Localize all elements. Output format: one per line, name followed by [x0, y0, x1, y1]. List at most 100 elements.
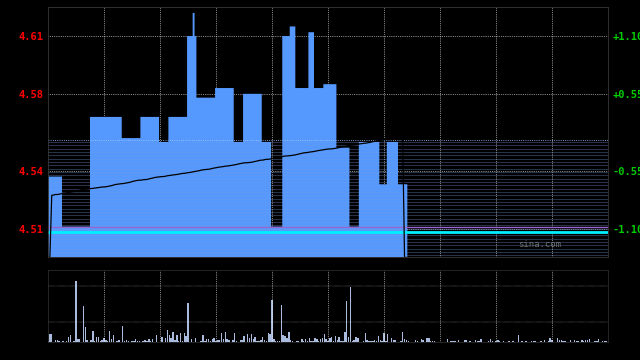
Bar	[266, 341, 267, 342]
Bar	[260, 341, 262, 342]
Bar	[351, 341, 353, 342]
Bar	[105, 340, 107, 342]
Bar	[307, 341, 308, 342]
Bar	[204, 341, 205, 342]
Bar	[47, 341, 49, 342]
Bar	[288, 332, 289, 342]
Bar	[353, 340, 355, 342]
Bar	[166, 330, 168, 342]
Bar	[249, 338, 250, 342]
Bar	[277, 341, 278, 342]
Bar	[227, 339, 228, 342]
Bar	[573, 340, 575, 342]
Bar	[122, 326, 124, 342]
Bar	[139, 341, 140, 342]
Bar	[251, 334, 252, 342]
Bar	[184, 333, 185, 342]
Bar	[337, 340, 338, 342]
Bar	[320, 339, 321, 342]
Bar	[390, 338, 392, 342]
Bar	[150, 341, 152, 342]
Bar	[314, 338, 316, 342]
Bar	[96, 337, 97, 342]
Bar	[124, 341, 125, 342]
Bar	[402, 332, 403, 342]
Bar	[355, 337, 356, 342]
Bar	[292, 341, 293, 342]
Bar	[208, 339, 209, 342]
Bar	[210, 341, 211, 342]
Bar	[180, 333, 181, 342]
Bar	[206, 339, 207, 342]
Bar	[400, 341, 401, 342]
Bar	[512, 341, 513, 342]
Bar	[77, 339, 79, 342]
Bar	[101, 340, 103, 342]
Bar	[279, 341, 280, 342]
Bar	[305, 339, 307, 342]
Bar	[113, 336, 114, 342]
Bar	[301, 339, 303, 342]
Bar	[286, 338, 288, 342]
Bar	[454, 341, 456, 342]
Bar	[269, 334, 271, 342]
Bar	[508, 341, 510, 342]
Bar	[51, 334, 52, 342]
Bar	[275, 341, 276, 342]
Bar	[228, 340, 230, 342]
Bar	[469, 341, 470, 342]
Bar	[268, 333, 269, 342]
Bar	[170, 338, 172, 342]
Bar	[49, 334, 51, 342]
Bar	[417, 341, 419, 342]
Bar	[381, 341, 383, 342]
Bar	[172, 332, 174, 342]
Bar	[331, 337, 333, 342]
Bar	[58, 341, 60, 342]
Bar	[557, 338, 558, 342]
Bar	[534, 341, 536, 342]
Bar	[587, 340, 588, 342]
Bar	[420, 339, 422, 342]
Bar	[348, 337, 349, 342]
Bar	[195, 338, 196, 342]
Bar	[432, 341, 433, 342]
Bar	[66, 341, 67, 342]
Bar	[135, 339, 136, 342]
Bar	[531, 341, 532, 342]
Bar	[215, 341, 217, 342]
Bar	[92, 331, 93, 342]
Bar	[492, 341, 493, 342]
Bar	[146, 341, 148, 342]
Bar	[125, 341, 127, 342]
Bar	[383, 333, 385, 342]
Bar	[559, 340, 560, 342]
Bar	[370, 341, 372, 342]
Bar	[577, 341, 579, 342]
Bar	[349, 287, 351, 342]
Bar	[133, 341, 134, 342]
Bar	[290, 340, 291, 342]
Bar	[339, 337, 340, 342]
Bar	[451, 341, 452, 342]
Bar	[422, 340, 424, 342]
Bar	[392, 340, 394, 342]
Bar	[385, 341, 387, 342]
Bar	[55, 340, 56, 342]
Bar	[363, 341, 364, 342]
Bar	[243, 336, 244, 342]
Bar	[548, 341, 549, 342]
Bar	[387, 334, 388, 342]
Bar	[458, 340, 460, 342]
Bar	[365, 333, 366, 342]
Bar	[479, 341, 480, 342]
Bar	[103, 338, 105, 342]
Bar	[490, 339, 491, 342]
Bar	[323, 334, 325, 342]
Bar	[264, 341, 265, 342]
Bar	[156, 335, 157, 342]
Bar	[447, 339, 448, 342]
Bar	[202, 335, 204, 342]
Bar	[503, 341, 504, 342]
Bar	[394, 340, 396, 342]
